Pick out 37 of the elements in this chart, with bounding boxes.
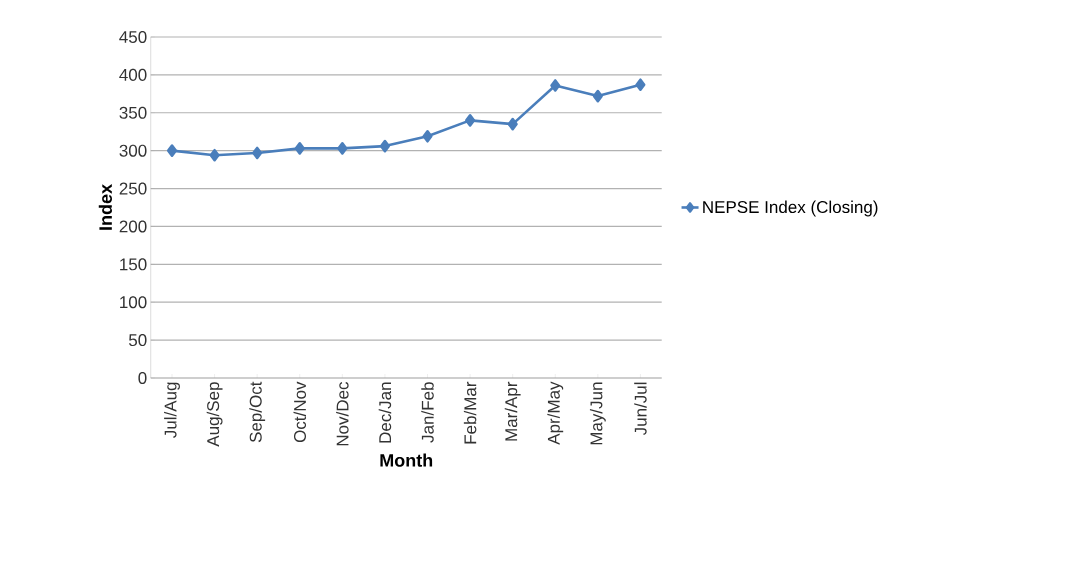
x-tick-label: Nov/Dec bbox=[336, 381, 349, 446]
point bbox=[422, 129, 433, 143]
y-tick-label: 100 bbox=[120, 296, 147, 309]
point bbox=[507, 117, 518, 131]
x-tick-label: Jun/Jul bbox=[634, 382, 647, 436]
y-tick-label: 250 bbox=[119, 182, 147, 195]
x-tick-label: Dec/Jan bbox=[378, 382, 392, 443]
y-tick-label: 50 bbox=[128, 334, 147, 347]
x-tick-label: Aug/Sep bbox=[206, 382, 223, 447]
point bbox=[592, 89, 603, 103]
legend-label: NEPSE Index (Closing) bbox=[703, 200, 878, 217]
point bbox=[252, 146, 263, 160]
point bbox=[337, 142, 348, 155]
point bbox=[379, 139, 390, 153]
point bbox=[209, 148, 220, 162]
y-tick-label: 350 bbox=[119, 106, 147, 119]
point bbox=[166, 144, 178, 157]
y-tick-label: 400 bbox=[119, 68, 147, 81]
x-tick-label: Oct/Nov bbox=[293, 381, 307, 443]
point bbox=[294, 142, 305, 155]
x-tick-label: Feb/Mar bbox=[463, 381, 477, 444]
x-tick-label: Sep/Oct bbox=[249, 381, 266, 443]
point bbox=[635, 78, 646, 92]
y-tick-label: 300 bbox=[119, 144, 147, 157]
point bbox=[465, 114, 476, 127]
x-tick-label: Apr/May bbox=[547, 381, 564, 445]
x-tick-label: Jan/Feb bbox=[421, 382, 434, 443]
y-tick-label: 150 bbox=[120, 258, 147, 271]
x-tick-label: Mar/Apr bbox=[504, 381, 521, 441]
y-tick-label: 200 bbox=[119, 220, 147, 233]
x-axis-title: Month bbox=[380, 453, 433, 467]
y-tick-label: 0 bbox=[138, 371, 147, 385]
y-axis-title: Index bbox=[98, 184, 112, 230]
x-tick-label: May/Jun bbox=[589, 382, 606, 445]
point bbox=[550, 79, 561, 92]
y-tick-label: 450 bbox=[119, 30, 147, 44]
x-tick-label: Jul/Aug bbox=[164, 382, 180, 438]
